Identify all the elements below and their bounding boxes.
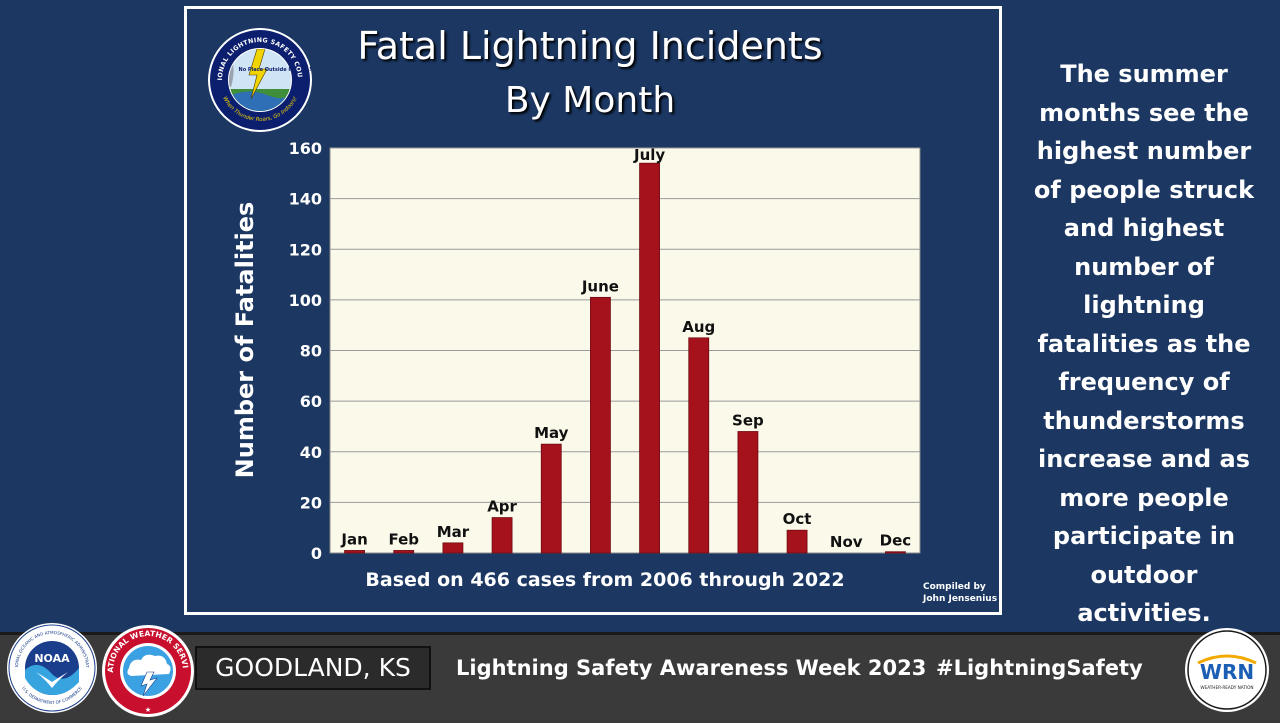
y-tick-label: 60 [300,392,322,411]
y-axis-label-text: Number of Fatalities [231,201,259,479]
chart-subtitle: By Month [504,80,676,121]
summary-text: The summer months see the highest number… [1033,60,1255,627]
wrn-label: WRN [1200,660,1254,684]
y-tick-label: 140 [289,190,322,209]
y-tick-label: 40 [300,443,322,462]
y-tick-label: 80 [300,342,322,361]
wrn-subtitle: WEATHER-READY NATION [1200,685,1253,690]
bar-category-label: Aug [682,318,715,336]
bar [540,443,562,554]
lightning-safety-council-logo: No Place Outside Is Safe ! NATIONAL LIGH… [207,27,312,132]
bar [491,517,513,554]
noaa-label: NOAA [34,652,70,665]
bar-category-label: Oct [783,510,812,528]
bar [786,529,808,554]
bar [590,296,611,554]
bar-category-label: Nov [830,533,863,551]
bar [737,431,759,554]
nws-star-icon: ★ [145,706,151,714]
y-tick-label: 0 [311,544,322,563]
bar [688,337,710,554]
bar [442,542,464,554]
wrn-logo: WRN WEATHER-READY NATION [1185,628,1269,712]
bar-category-label: Sep [732,412,764,430]
bar-category-label: May [534,424,569,442]
chart-title: Fatal Lightning Incidents [357,24,823,68]
nws-logo: NATIONAL WEATHER SERVICE ★ [101,624,194,717]
bar-category-label: Apr [487,498,517,516]
bar-category-label: Jan [340,530,367,548]
chart-credit: Compiled by John Jensenius [923,582,998,604]
bar-category-label: Dec [880,532,912,550]
y-tick-label: 120 [289,240,322,259]
bar-category-label: Mar [437,523,470,541]
bar-category-label: July [633,146,665,164]
event-title: Lightning Safety Awareness Week 2023 [456,656,927,680]
y-tick-label: 100 [289,291,322,310]
y-tick-label: 20 [300,493,322,512]
bar [393,550,415,554]
bar [344,550,365,554]
bar [639,162,660,554]
office-name: GOODLAND, KS [195,646,431,690]
chart-caption: Based on 466 cases from 2006 through 202… [365,569,845,591]
bar-category-label: June [581,277,619,295]
logo-inner-text: No Place Outside Is Safe ! [239,67,312,73]
bar-category-label: Feb [388,530,419,548]
noaa-logo: NOAA NATIONAL OCEANIC AND ATMOSPHERIC AD… [6,622,97,713]
hashtag: #LightningSafety [936,656,1143,680]
y-tick-label: 160 [289,140,322,158]
bar-chart: 0 20 40 60 80 100 120 140 160 Jan Feb Mar Apr May June… [289,140,921,563]
bar [885,551,906,554]
